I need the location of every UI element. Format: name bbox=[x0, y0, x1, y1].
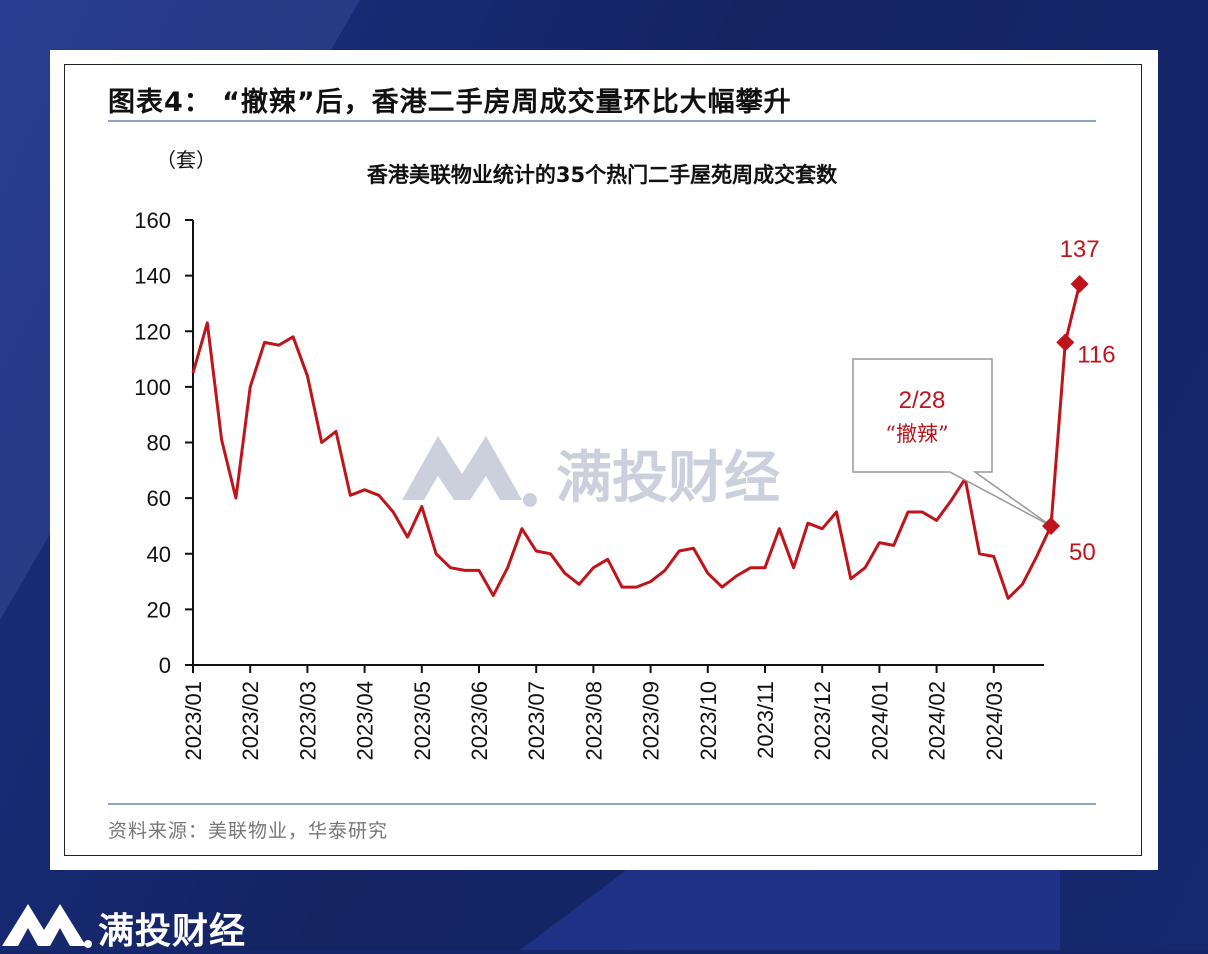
x-tick-label: 2023/03 bbox=[295, 681, 320, 761]
y-axis-label: （套） bbox=[156, 148, 216, 172]
y-tick-label: 160 bbox=[134, 208, 171, 233]
figure-frame bbox=[64, 64, 1142, 856]
axes: 0 20 40 60 80 100 120 140 160 2023/01 2023/02 2023/… bbox=[134, 208, 1044, 761]
figure-title: 图表4： “撤辣”后，香港二手房周成交量环比大幅攀升 bbox=[108, 87, 792, 118]
x-tick-label: 2023/05 bbox=[410, 681, 435, 761]
x-tick-label: 2024/01 bbox=[867, 681, 892, 761]
point-label: 137 bbox=[1060, 236, 1100, 263]
x-tick-label: 2023/08 bbox=[581, 681, 606, 761]
brand-logo-icon bbox=[2, 904, 92, 948]
annotation-callout bbox=[852, 358, 1052, 527]
x-tick-label: 2023/01 bbox=[181, 681, 206, 761]
watermark-text: 满投财经 bbox=[556, 446, 780, 511]
y-tick-label: 80 bbox=[147, 431, 171, 456]
bottom-rule bbox=[108, 803, 1096, 805]
background-shape bbox=[520, 860, 1060, 950]
x-tick-label: 2024/02 bbox=[925, 681, 950, 761]
chart-title: 香港美联物业统计的35个热门二手屋苑周成交套数 bbox=[367, 163, 838, 187]
x-tick-label: 2023/04 bbox=[353, 681, 378, 761]
y-tick-label: 140 bbox=[134, 264, 171, 289]
highlight-point bbox=[1042, 516, 1060, 535]
highlight-point bbox=[1056, 333, 1075, 352]
x-tick-label: 2023/12 bbox=[810, 681, 835, 761]
y-tick-label: 120 bbox=[134, 319, 171, 344]
title-rule bbox=[108, 120, 1096, 122]
footer-logo bbox=[0, 898, 260, 950]
x-tick-label: 2023/09 bbox=[639, 681, 664, 761]
plot-area: 2/28 “撤辣” 50 116 137 bbox=[191, 236, 1116, 600]
y-tick-label: 40 bbox=[147, 542, 171, 567]
x-tick-label: 2023/02 bbox=[238, 681, 263, 761]
y-tick-label: 100 bbox=[134, 375, 171, 400]
y-tick-label: 20 bbox=[147, 597, 171, 622]
annotation-label: “撤辣” bbox=[885, 422, 948, 446]
y-tick-label: 60 bbox=[147, 486, 171, 511]
x-tick-label: 2023/06 bbox=[467, 681, 492, 761]
x-tick-label: 2024/03 bbox=[982, 681, 1007, 761]
watermark: 满投财经 bbox=[402, 436, 780, 511]
point-label: 50 bbox=[1069, 539, 1096, 566]
x-tick-label: 2023/07 bbox=[524, 681, 549, 761]
annotation-date: 2/28 bbox=[899, 387, 946, 414]
watermark-logo-icon bbox=[402, 436, 537, 507]
series-line bbox=[191, 283, 1082, 600]
footer-brand: 满投财经 bbox=[98, 911, 247, 952]
x-tick-label: 2023/10 bbox=[696, 681, 721, 761]
point-label: 116 bbox=[1077, 341, 1115, 368]
x-tick-label: 2023/11 bbox=[753, 681, 778, 759]
highlight-point bbox=[1070, 274, 1089, 293]
y-tick-label: 0 bbox=[159, 653, 171, 678]
source-note: 资料来源：美联物业，华泰研究 bbox=[108, 820, 389, 842]
